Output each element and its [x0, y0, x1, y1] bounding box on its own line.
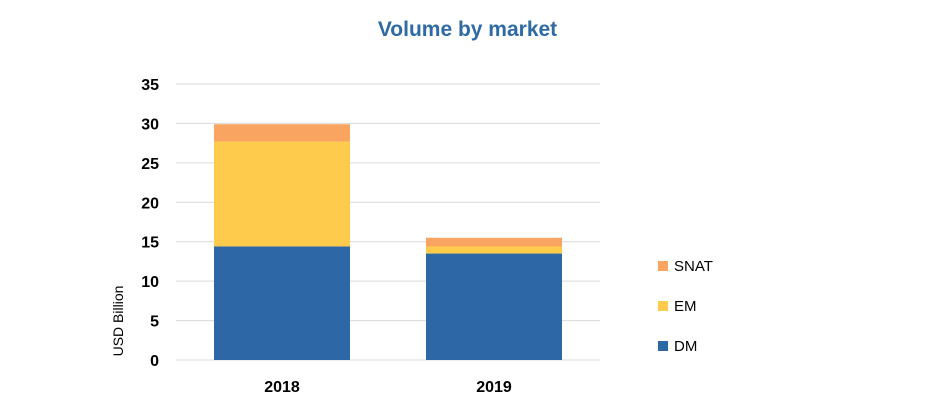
legend-swatch-dm — [658, 341, 668, 351]
legend-label-dm: DM — [674, 338, 697, 355]
legend-swatch-snat — [658, 261, 668, 271]
bar-dm-2019 — [426, 253, 562, 360]
legend-label-em: EM — [674, 298, 697, 315]
x-category-label: 2019 — [476, 379, 512, 396]
legend-label-snat: SNAT — [674, 258, 713, 275]
legend: SNAT EM DM — [658, 258, 713, 355]
bar-snat-2018 — [214, 124, 350, 142]
bar-em-2018 — [214, 141, 350, 247]
bar-dm-2018 — [214, 246, 350, 360]
chart-title: Volume by market — [377, 18, 558, 41]
x-category-label: 2018 — [264, 379, 300, 396]
bar-em-2019 — [426, 246, 562, 254]
y-tick-label: 25 — [141, 156, 159, 173]
y-tick-label: 30 — [141, 116, 159, 133]
legend-swatch-em — [658, 301, 668, 311]
y-tick-label: 20 — [141, 195, 159, 212]
y-tick-label: 0 — [150, 353, 159, 370]
bar-snat-2019 — [426, 237, 562, 247]
y-tick-label: 10 — [141, 274, 159, 291]
bars — [214, 124, 562, 360]
y-axis-ticks: 0 5 10 15 20 25 30 35 — [141, 77, 159, 370]
y-tick-label: 35 — [141, 77, 159, 94]
x-axis-categories: 2018 2019 — [264, 379, 512, 396]
y-tick-label: 15 — [141, 235, 159, 252]
y-tick-label: 5 — [150, 314, 159, 331]
y-axis-label: USD Billion — [110, 286, 126, 357]
